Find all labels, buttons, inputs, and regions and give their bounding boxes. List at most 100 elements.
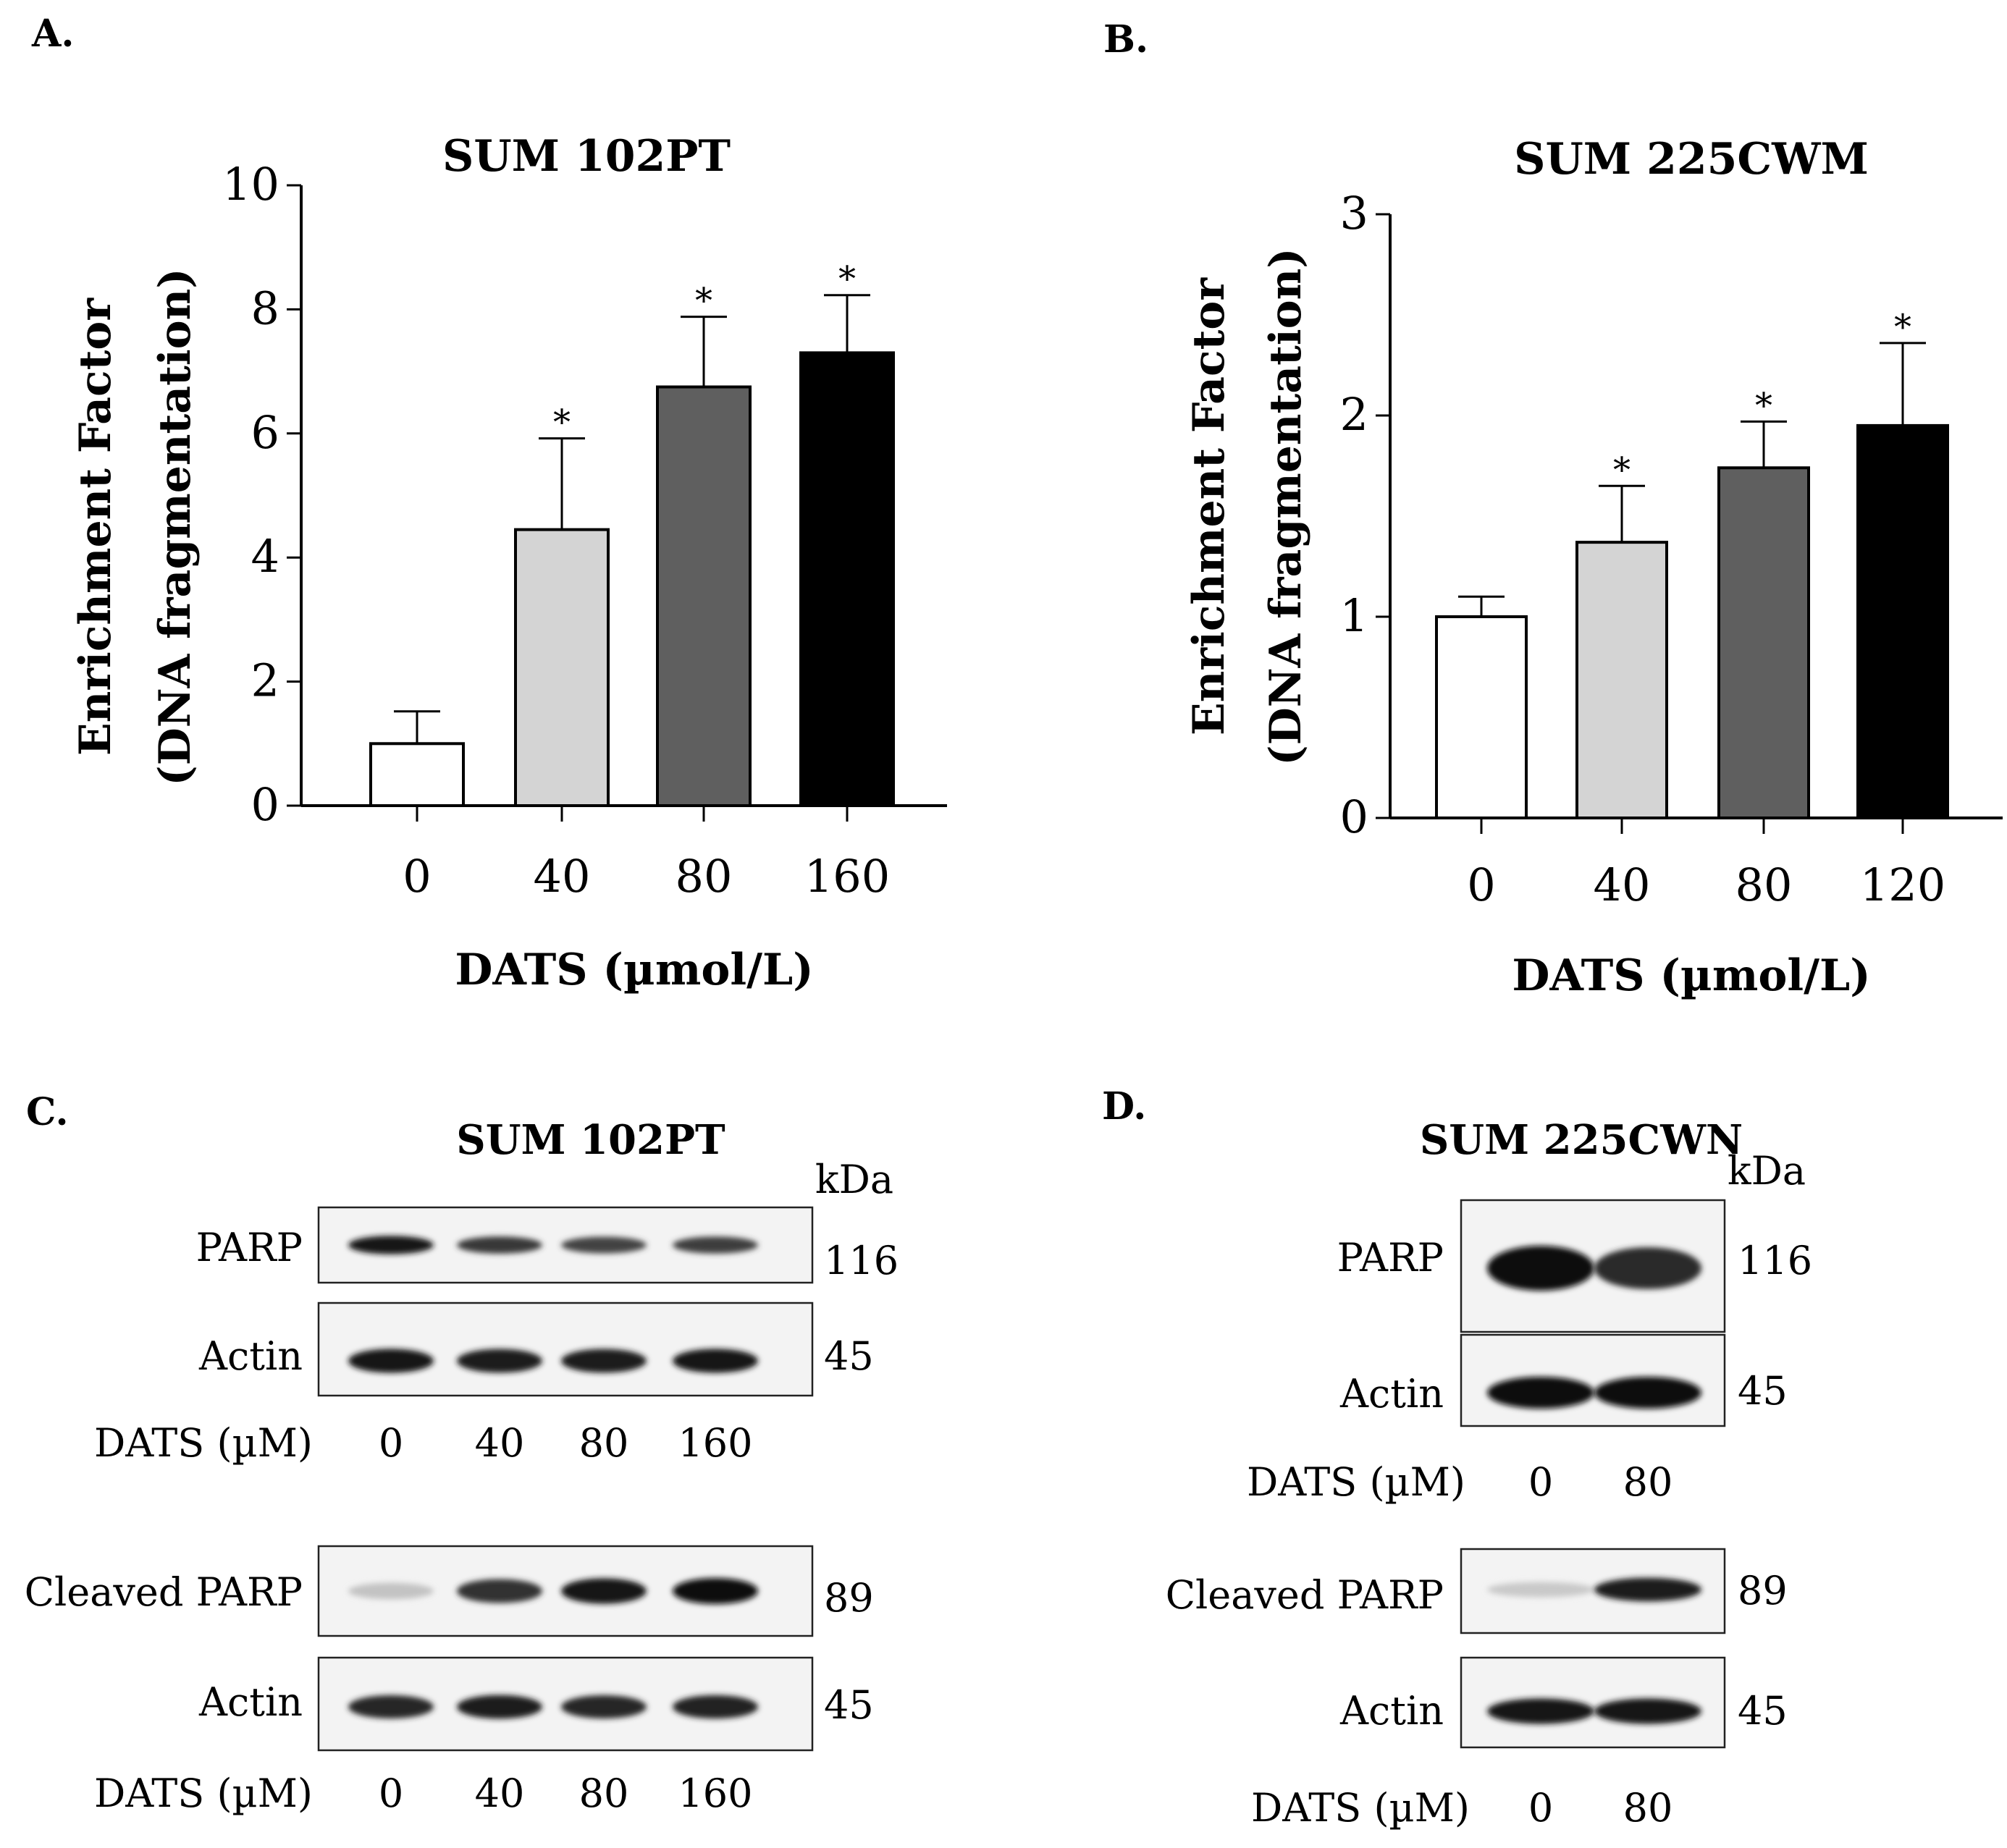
row-label-actin2-c: Actin [198, 1679, 303, 1725]
kda-actin1-d: 45 [1738, 1368, 1788, 1414]
y-axis-title-b-line2: (DNA fragmentation) [1261, 248, 1311, 765]
blot-box-actin1-d [1460, 1333, 1726, 1427]
band-cleaved-c-40 [457, 1579, 542, 1603]
bands-cleaved-c [348, 1578, 758, 1604]
blot-panel-d: D. SUM 225CWN kDa PARP 116 Actin 45 DATS… [1102, 1084, 1812, 1831]
band-actin2-c-0 [348, 1695, 434, 1719]
kda-actin2-c: 45 [824, 1682, 874, 1728]
x-tick-label-b-1: 40 [1594, 858, 1651, 911]
band-actin2-c-160 [673, 1695, 758, 1719]
y-tick-label-b-1: 1 [1340, 589, 1368, 642]
y-tick-label-a-0: 0 [251, 778, 279, 831]
band-actin1-c-160 [673, 1349, 758, 1373]
y-axis-title-a-line1: Enrichment Factor [70, 298, 121, 756]
x-tick-label-b-0: 0 [1467, 858, 1495, 911]
x-tick-label-a-3: 160 [804, 850, 890, 903]
panel-label-a: A. [31, 12, 74, 56]
dose-labels-d1: 0 80 [1528, 1459, 1673, 1505]
kda-parp-c: 116 [824, 1238, 899, 1283]
significance-star-b-3: * [1894, 307, 1911, 347]
band-actin1-c-40 [457, 1349, 542, 1373]
kda-parp-d: 116 [1738, 1238, 1812, 1283]
blot-panel-c: C. SUM 102PT kDa PARP 116 Actin 45 DATS … [25, 1090, 899, 1816]
dose-label-c2-0: 0 [379, 1771, 403, 1816]
y-tick-label-a-1: 2 [251, 654, 279, 707]
y-tick-label-a-5: 10 [222, 158, 279, 211]
significance-star-b-1: * [1613, 450, 1631, 490]
treatment-label-d2: DATS (µM) [1251, 1785, 1470, 1831]
row-label-cleaved-c: Cleaved PARP [25, 1569, 303, 1615]
blot-title-c: SUM 102PT [456, 1116, 725, 1164]
bands-parp-d [1487, 1246, 1701, 1291]
band-cleaved-c-160 [673, 1578, 758, 1604]
dose-label-d1-1: 80 [1623, 1459, 1673, 1505]
band-parp-d-80 [1594, 1247, 1701, 1289]
bar-a-160 [799, 351, 895, 807]
y-tick-label-a-4: 8 [251, 282, 279, 334]
bars-a: * * * [369, 259, 895, 808]
band-actin2-c-40 [457, 1695, 542, 1719]
kda-header-d: kDa [1728, 1148, 1806, 1194]
dose-label-d2-1: 80 [1623, 1785, 1673, 1831]
dose-labels-c2: 0 40 80 160 [379, 1771, 753, 1816]
band-actin2-d-80 [1594, 1698, 1701, 1724]
band-parp-c-40 [457, 1236, 542, 1254]
x-tick-label-b-2: 80 [1735, 858, 1793, 911]
panel-label-c: C. [26, 1090, 69, 1134]
band-parp-c-160 [673, 1236, 758, 1254]
band-actin1-d-80 [1594, 1377, 1701, 1409]
y-tick-label-a-2: 4 [251, 530, 279, 583]
y-tick-label-b-2: 2 [1340, 388, 1368, 441]
dose-label-c1-2: 80 [579, 1420, 629, 1466]
band-cleaved-c-80 [561, 1578, 647, 1604]
significance-star-a-3: * [838, 259, 856, 300]
y-axis-title-b-line1: Enrichment Factor [1184, 277, 1234, 735]
band-actin1-d-0 [1487, 1377, 1594, 1409]
dose-label-c2-2: 80 [579, 1771, 629, 1816]
band-actin1-c-80 [561, 1349, 647, 1373]
band-cleaved-d-80 [1594, 1577, 1701, 1602]
bar-b-120 [1856, 423, 1949, 819]
bar-a-40 [514, 528, 610, 807]
dose-label-c2-3: 160 [678, 1771, 752, 1816]
bar-b-80 [1717, 466, 1810, 820]
blot-title-d: SUM 225CWN [1420, 1116, 1743, 1164]
bands-actin1-c [348, 1349, 758, 1373]
significance-star-b-2: * [1755, 385, 1772, 426]
band-cleaved-c-0 [348, 1582, 434, 1600]
kda-cleaved-d: 89 [1738, 1568, 1788, 1613]
bands-parp-c [348, 1236, 758, 1254]
dose-label-d2-0: 0 [1528, 1785, 1553, 1831]
bar-a-80 [656, 385, 752, 807]
x-tick-label-b-3: 120 [1860, 858, 1945, 911]
bands-cleaved-d [1487, 1577, 1701, 1602]
bar-a-0 [369, 742, 465, 808]
dose-label-c1-1: 40 [475, 1420, 525, 1466]
significance-star-a-2: * [695, 281, 712, 321]
y-tick-label-b-3: 3 [1340, 187, 1368, 240]
bands-actin2-c [348, 1695, 758, 1719]
dose-label-c1-0: 0 [379, 1420, 403, 1466]
bar-b-40 [1575, 541, 1668, 819]
x-tick-label-a-1: 40 [534, 850, 591, 903]
bars-b: * * * [1435, 307, 1949, 820]
row-label-cleaved-d: Cleaved PARP [1166, 1572, 1444, 1618]
dose-label-c2-1: 40 [475, 1771, 525, 1816]
kda-cleaved-c: 89 [824, 1575, 874, 1621]
treatment-label-c2: DATS (µM) [94, 1771, 313, 1816]
x-axis-title-a: DATS (µmol/L) [455, 945, 813, 995]
row-label-actin2-d: Actin [1339, 1688, 1444, 1734]
band-actin2-c-80 [561, 1695, 647, 1719]
row-label-parp-d: PARP [1337, 1235, 1444, 1280]
x-ticks-a: 0 40 80 160 [403, 806, 890, 903]
dose-labels-d2: 0 80 [1528, 1785, 1673, 1831]
band-cleaved-d-0 [1487, 1582, 1594, 1598]
kda-actin2-d: 45 [1738, 1688, 1788, 1734]
y-ticks-b: 0 1 2 3 [1340, 187, 1390, 843]
y-axis-title-a-line2: (DNA fragmentation) [150, 268, 201, 785]
band-parp-c-0 [348, 1236, 434, 1254]
treatment-label-c1: DATS (µM) [94, 1420, 313, 1466]
y-tick-label-b-0: 0 [1340, 790, 1368, 843]
chart-panel-a: A. SUM 102PT Enrichment Factor (DNA frag… [31, 12, 947, 995]
